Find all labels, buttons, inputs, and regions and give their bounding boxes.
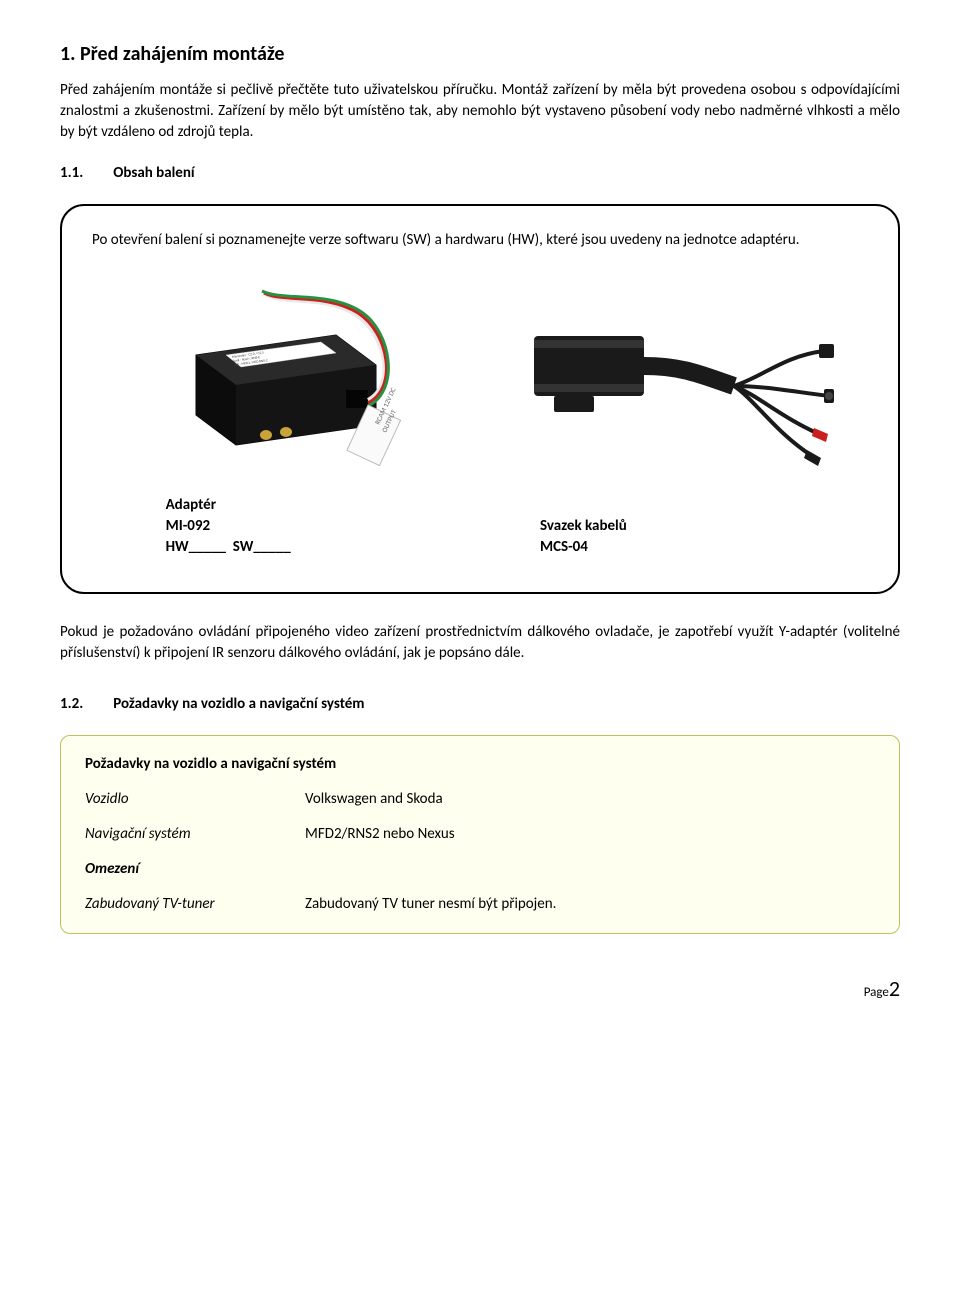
- page-label-text: Page: [864, 985, 889, 1000]
- cable-image: [500, 296, 868, 496]
- req-row-2-label: Omezení: [85, 859, 285, 880]
- req-row-0-value: Volkswagen and Skoda: [305, 789, 875, 810]
- section-1-1-number: 1.1.: [60, 163, 83, 184]
- req-row-1-value: MFD2/RNS2 nebo Nexus: [305, 824, 875, 845]
- req-row-1-label: Navigační systém: [85, 824, 285, 845]
- requirements-grid: Vozidlo Volkswagen and Skoda Navigační s…: [85, 789, 875, 915]
- section-1-1-heading: 1.1. Obsah balení: [60, 163, 900, 184]
- product-adapter: MULTIMEDIA-INTERFACE Mercedes - C2.0 / C…: [92, 275, 460, 558]
- adapter-hwsw: HW_____ SW_____: [166, 537, 387, 558]
- section-1-number: 1.: [60, 42, 75, 66]
- cable-label: Svazek kabelů MCS-04: [540, 516, 627, 558]
- section-1-title: Před zahájením montáže: [80, 42, 284, 66]
- cable-name: Svazek kabelů: [540, 516, 627, 537]
- adapter-name: Adaptér: [166, 495, 387, 516]
- package-contents-box: Po otevření balení si poznamenejte verze…: [60, 204, 900, 594]
- cable-illustration-svg: [534, 296, 834, 496]
- adapter-label: Adaptér MI-092 HW_____ SW_____: [166, 495, 387, 558]
- page-label: Page2: [864, 974, 900, 1005]
- section-1-heading: 1. Před zahájením montáže: [60, 40, 900, 68]
- product-row: MULTIMEDIA-INTERFACE Mercedes - C2.0 / C…: [92, 275, 868, 558]
- page-number: 2: [889, 975, 900, 1002]
- section-1-2-heading: 1.2. Požadavky na vozidlo a navigační sy…: [60, 694, 900, 715]
- adapter-model: MI-092: [166, 516, 387, 537]
- callout-text: Po otevření balení si poznamenejte verze…: [92, 230, 868, 251]
- section-1-1-title: Obsah balení: [113, 163, 194, 184]
- req-row-3-value: Zabudovaný TV tuner nesmí být připojen.: [305, 894, 875, 915]
- adapter-illustration-svg: MULTIMEDIA-INTERFACE Mercedes - C2.0 / C…: [136, 275, 416, 475]
- section-1-body: Před zahájením montáže si pečlivě přečtě…: [60, 80, 900, 143]
- section-1-1-after-text: Pokud je požadováno ovládání připojeného…: [60, 622, 900, 664]
- cable-model: MCS-04: [540, 537, 627, 558]
- page-footer: Page2: [60, 974, 900, 1005]
- requirements-box-title: Požadavky na vozidlo a navigační systém: [85, 754, 875, 775]
- section-1-2-number: 1.2.: [60, 694, 83, 715]
- req-row-0-label: Vozidlo: [85, 789, 285, 810]
- req-row-2-value: [305, 859, 875, 880]
- section-1-2-title: Požadavky na vozidlo a navigační systém: [113, 694, 364, 715]
- req-row-3-label: Zabudovaný TV-tuner: [85, 894, 285, 915]
- product-cable-harness: Svazek kabelů MCS-04: [500, 296, 868, 558]
- adapter-image: MULTIMEDIA-INTERFACE Mercedes - C2.0 / C…: [92, 275, 460, 475]
- requirements-box: Požadavky na vozidlo a navigační systém …: [60, 735, 900, 934]
